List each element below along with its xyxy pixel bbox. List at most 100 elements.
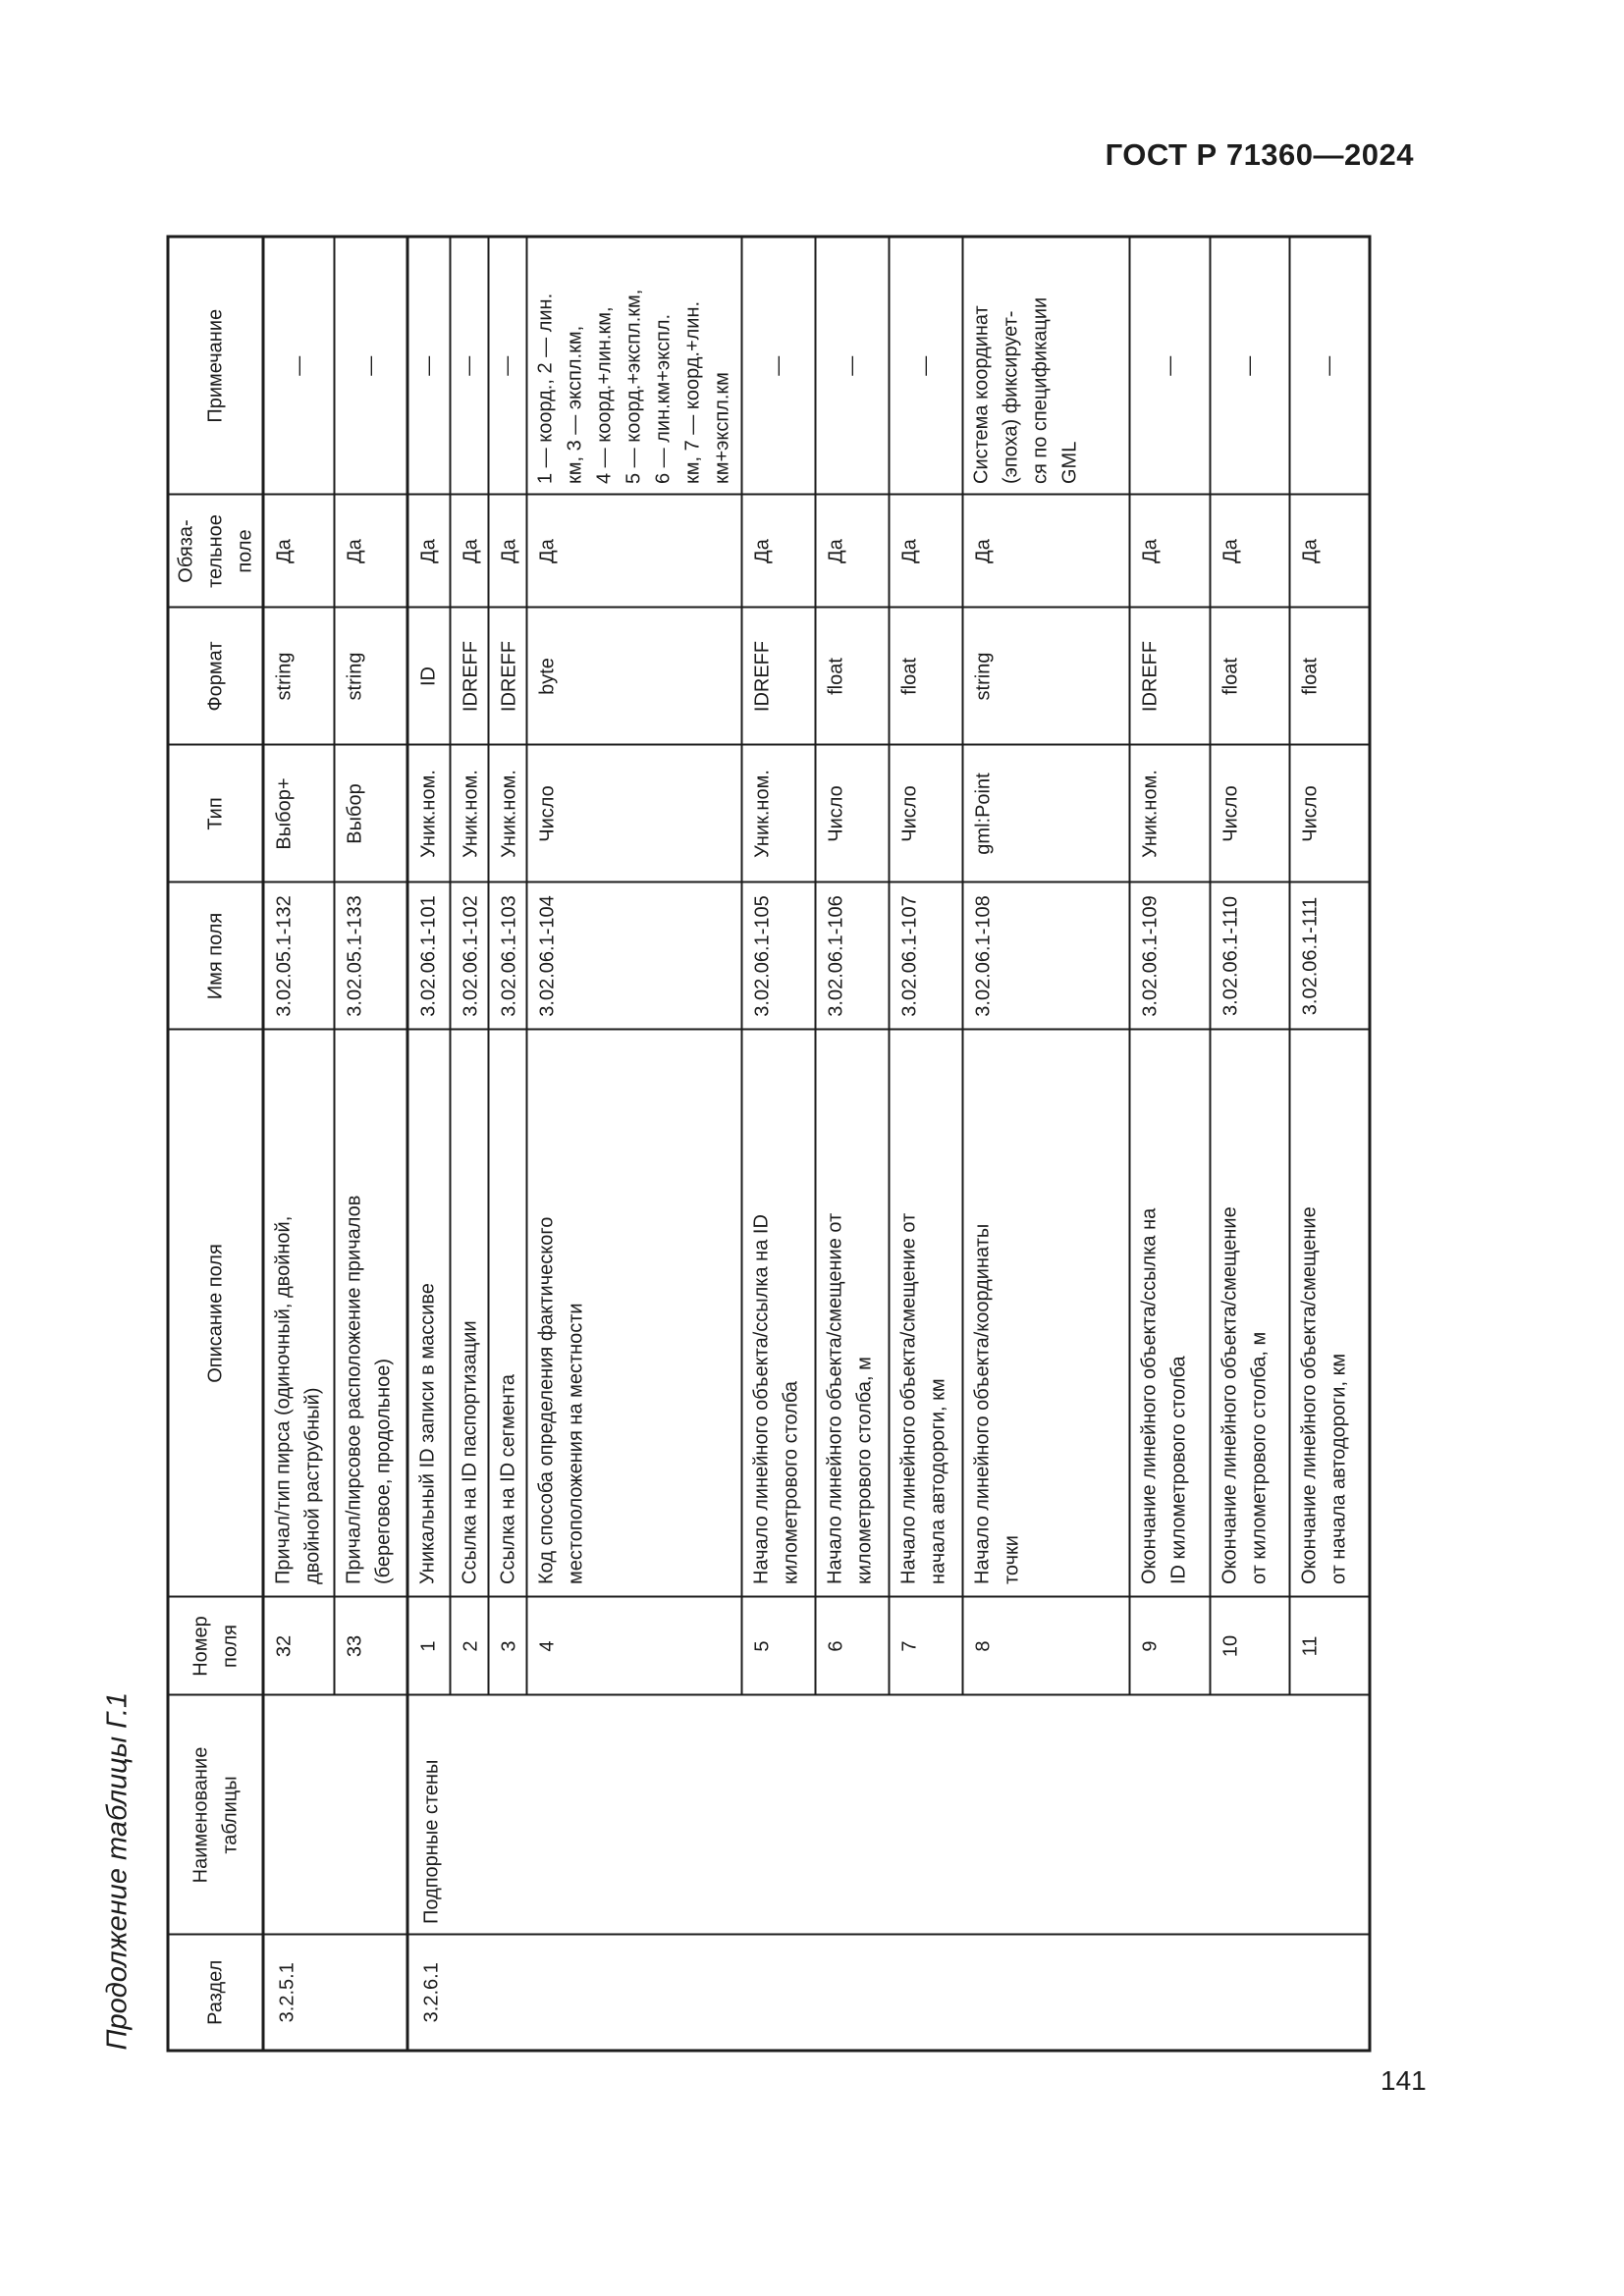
- cell-format: string: [262, 607, 334, 745]
- cell-prim: —: [406, 236, 450, 495]
- cell-prim: —: [487, 236, 526, 495]
- cell-tip: Выбор+: [262, 744, 334, 882]
- cell-obyaz: Да: [525, 494, 741, 608]
- cell-opisanie: Ссылка на ID сегмента: [487, 1029, 526, 1597]
- cell-obyaz: Да: [1288, 494, 1370, 608]
- cell-prim: —: [740, 236, 815, 495]
- cell-format: IDREFF: [449, 607, 488, 745]
- cell-nomer: 8: [961, 1596, 1129, 1695]
- cell-opisanie: Начало линейного объекта/ссылка на ID ки…: [740, 1029, 815, 1597]
- cell-nomer: 10: [1209, 1596, 1289, 1695]
- cell-imya: 3.02.06.1-106: [814, 881, 889, 1030]
- cell-format: IDREFF: [740, 607, 815, 745]
- cell-tip: Уник.ном.: [740, 744, 815, 882]
- cell-format: byte: [525, 607, 741, 745]
- header-tip: Тип: [167, 744, 263, 882]
- header-razdel: Раздел: [167, 1934, 263, 2051]
- cell-opisanie: Ссылка на ID паспортизации: [449, 1029, 488, 1597]
- cell-imya: 3.02.06.1-107: [888, 881, 962, 1030]
- cell-format: ID: [406, 607, 450, 745]
- cell-prim: —: [449, 236, 488, 495]
- cell-nomer: 2: [449, 1596, 488, 1695]
- cell-imya: 3.02.06.1-105: [740, 881, 815, 1030]
- header-opisanie: Описание поля: [167, 1029, 263, 1597]
- cell-opisanie: Начало линейного объекта/смещение от кил…: [814, 1029, 889, 1597]
- cell-tip: Уник.ном.: [487, 744, 526, 882]
- cell-obyaz: Да: [740, 494, 815, 608]
- cell-nomer: 33: [333, 1596, 407, 1695]
- rotated-table-region: Продолжение таблицы Г.1 Раздел Наименова…: [101, 233, 1371, 2052]
- header-prim: Примечание: [167, 236, 263, 495]
- cell-imya: 3.02.06.1-101: [406, 881, 450, 1030]
- cell-nomer: 1: [406, 1596, 450, 1695]
- header-row: Раздел Наименование таблицы Номер поля О…: [167, 236, 263, 2051]
- cell-format: float: [814, 607, 889, 745]
- cell-format: string: [961, 607, 1129, 745]
- cell-obyaz: Да: [406, 494, 450, 608]
- cell-naimenovanie: [262, 1694, 407, 1935]
- table-caption: Продолжение таблицы Г.1: [101, 1691, 133, 2050]
- cell-nomer: 32: [262, 1596, 334, 1695]
- cell-obyaz: Да: [1209, 494, 1289, 608]
- cell-nomer: 9: [1128, 1596, 1210, 1695]
- cell-obyaz: Да: [961, 494, 1129, 608]
- cell-opisanie: Начало линейного объекта/координаты точк…: [961, 1029, 1129, 1597]
- cell-nomer: 6: [814, 1596, 889, 1695]
- cell-nomer: 3: [487, 1596, 526, 1695]
- cell-imya: 3.02.05.1-132: [262, 881, 334, 1030]
- cell-prim: —: [1209, 236, 1289, 495]
- table-row: 3.2.6.1 Подпорные стены 1 Уникальный ID зап…: [406, 236, 1370, 2051]
- header-imya: Имя поля: [167, 881, 263, 1030]
- cell-tip: Уник.ном.: [449, 744, 488, 882]
- cell-nomer: 11: [1288, 1596, 1370, 1695]
- cell-opisanie: Начало линейного объекта/смещение от нач…: [888, 1029, 962, 1597]
- header-obyaz: Обяза- тельное поле: [167, 494, 263, 608]
- cell-opisanie: Окончание линейного объекта/смещение от …: [1209, 1029, 1289, 1597]
- cell-prim: —: [888, 236, 962, 495]
- cell-imya: 3.02.06.1-109: [1128, 881, 1210, 1030]
- page-number: 141: [1380, 2065, 1427, 2096]
- header-naimenovanie: Наименование таблицы: [167, 1694, 263, 1935]
- standard-reference-header: ГОСТ Р 71360—2024: [1105, 137, 1414, 172]
- cell-prim: Система координат (эпоха) фиксирует- ся …: [961, 236, 1129, 495]
- cell-format: IDREFF: [1128, 607, 1210, 745]
- cell-nomer: 4: [525, 1596, 741, 1695]
- cell-format: IDREFF: [487, 607, 526, 745]
- table-row: 3.2.5.1 32 Причал/тип пирса (одиночный, дв…: [262, 236, 407, 2051]
- header-nomer: Номер поля: [167, 1596, 263, 1695]
- cell-imya: 3.02.06.1-104: [525, 881, 741, 1030]
- cell-imya: 3.02.05.1-133: [333, 881, 407, 1030]
- header-format: Формат: [167, 607, 263, 745]
- cell-tip: Уник.ном.: [1128, 744, 1210, 882]
- cell-obyaz: Да: [262, 494, 334, 608]
- cell-obyaz: Да: [814, 494, 889, 608]
- cell-format: float: [888, 607, 962, 745]
- cell-obyaz: Да: [888, 494, 962, 608]
- cell-format: string: [333, 607, 407, 745]
- cell-tip: Число: [1209, 744, 1289, 882]
- cell-format: float: [1209, 607, 1289, 745]
- cell-imya: 3.02.06.1-111: [1288, 881, 1370, 1030]
- cell-razdel: 3.2.5.1: [262, 1934, 407, 2051]
- field-spec-table: Раздел Наименование таблицы Номер поля О…: [166, 235, 1371, 2052]
- cell-tip: Число: [814, 744, 889, 882]
- cell-prim: —: [262, 236, 334, 495]
- cell-nomer: 7: [888, 1596, 962, 1695]
- cell-obyaz: Да: [1128, 494, 1210, 608]
- cell-naimenovanie: Подпорные стены: [406, 1694, 1370, 1935]
- cell-obyaz: Да: [449, 494, 488, 608]
- cell-opisanie: Окончание линейного объекта/ссылка на ID…: [1128, 1029, 1210, 1597]
- cell-nomer: 5: [740, 1596, 815, 1695]
- cell-imya: 3.02.06.1-103: [487, 881, 526, 1030]
- cell-prim: 1 — коорд., 2 — лин. км, 3 — экспл.км, 4…: [525, 236, 741, 495]
- cell-prim: —: [1128, 236, 1210, 495]
- cell-tip: Число: [525, 744, 741, 882]
- cell-obyaz: Да: [333, 494, 407, 608]
- cell-razdel: 3.2.6.1: [406, 1934, 1370, 2051]
- cell-prim: —: [1288, 236, 1370, 495]
- cell-obyaz: Да: [487, 494, 526, 608]
- cell-imya: 3.02.06.1-110: [1209, 881, 1289, 1030]
- cell-opisanie: Причал/тип пирса (одиночный, двойной, дв…: [262, 1029, 334, 1597]
- cell-format: float: [1288, 607, 1370, 745]
